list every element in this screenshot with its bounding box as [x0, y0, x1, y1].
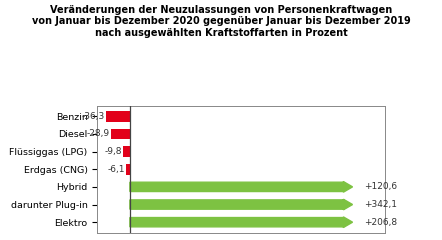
Bar [111, 129, 130, 139]
FancyArrow shape [130, 199, 353, 210]
Bar [123, 146, 130, 157]
Bar [126, 164, 130, 174]
Text: +206,8: +206,8 [364, 218, 397, 227]
Text: Veränderungen der Neuzulassungen von Personenkraftwagen
von Januar bis Dezember : Veränderungen der Neuzulassungen von Per… [32, 5, 410, 38]
FancyArrow shape [130, 217, 353, 228]
Text: +120,6: +120,6 [364, 182, 397, 191]
Text: -9,8: -9,8 [105, 147, 122, 156]
FancyArrow shape [130, 182, 353, 192]
Bar [106, 111, 130, 121]
Text: -6,1: -6,1 [107, 165, 125, 174]
Text: -28,9: -28,9 [87, 129, 110, 138]
Text: -36,3: -36,3 [82, 112, 105, 121]
Text: +342,1: +342,1 [364, 200, 396, 209]
